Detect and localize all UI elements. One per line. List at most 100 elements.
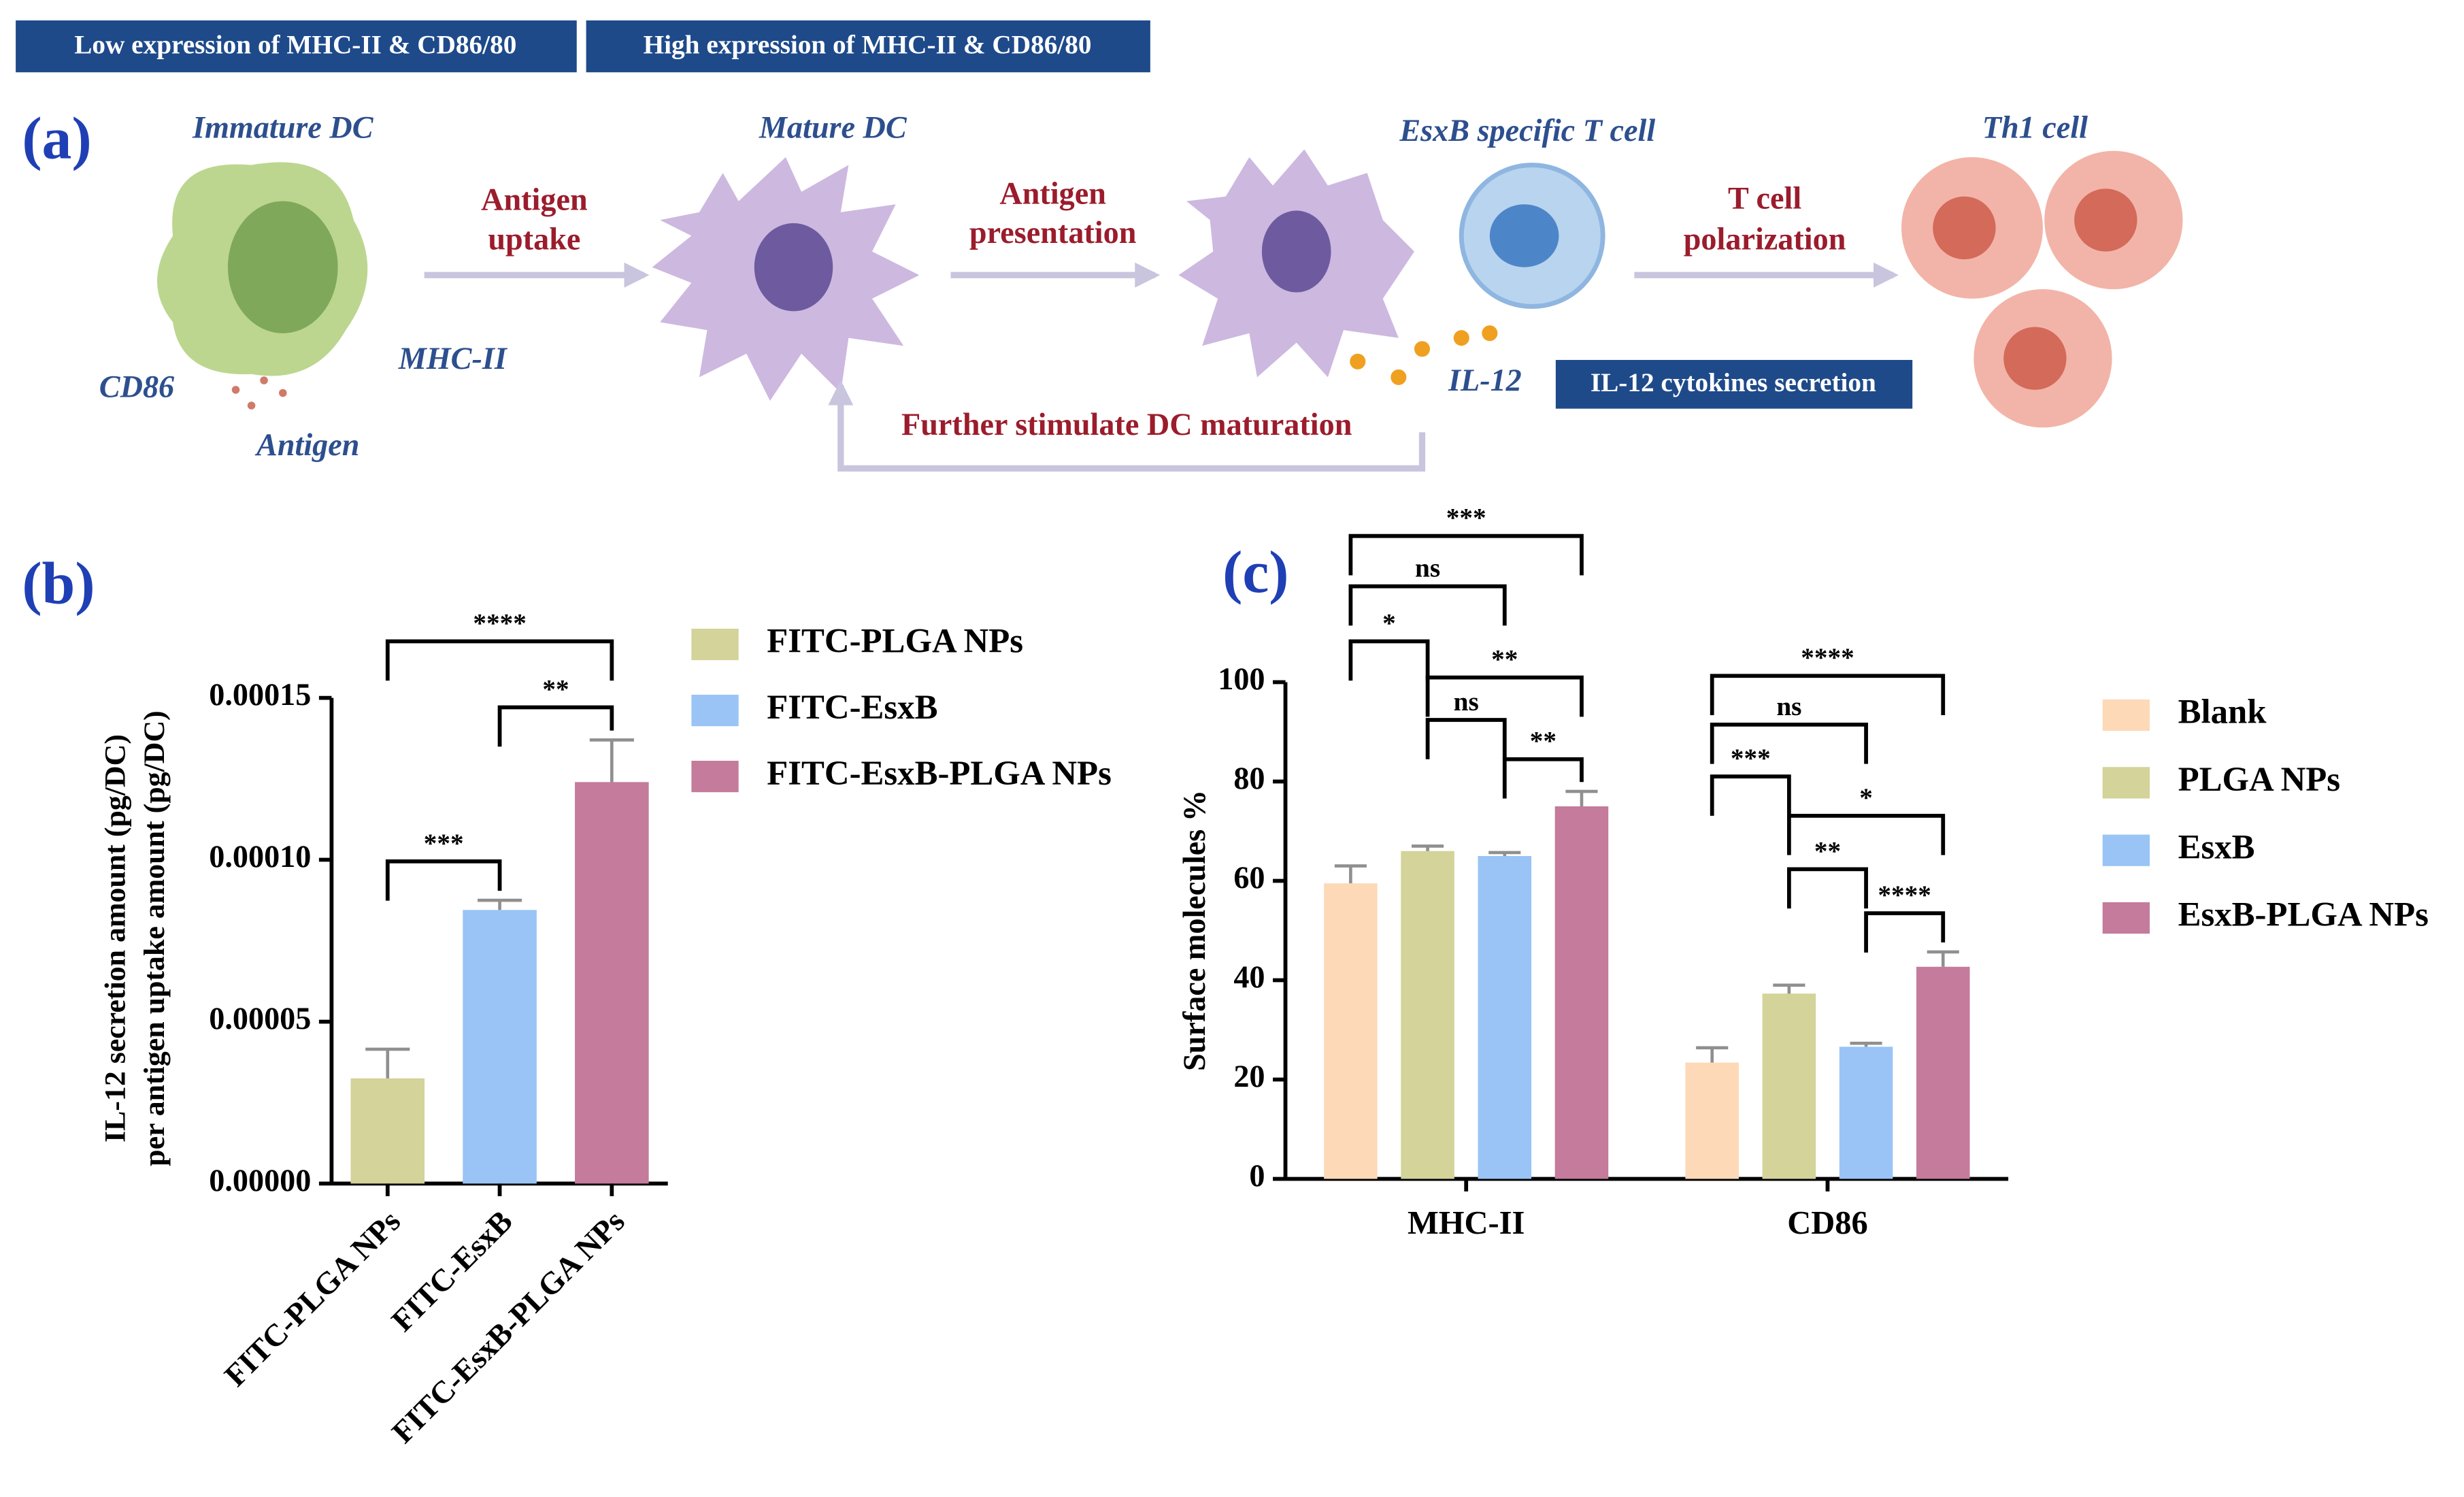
panel-letter: (b)	[22, 550, 95, 616]
significance-label: ****	[1878, 881, 1931, 910]
bar	[350, 1078, 425, 1184]
step-label: T cell	[1728, 180, 1801, 215]
significance-bracket	[1348, 639, 1430, 681]
error-bar	[1927, 950, 1959, 967]
il12-dot	[1391, 369, 1407, 385]
y-tick-label: 0.00015	[209, 677, 311, 712]
significance-label: ***	[424, 829, 464, 858]
y-tick-label: 40	[1233, 959, 1265, 994]
bar	[1324, 883, 1378, 1179]
error-bar	[1696, 1046, 1729, 1063]
legend-swatch	[691, 694, 739, 727]
significance-bracket	[1425, 718, 1507, 759]
error-bar	[589, 738, 634, 783]
significance-bracket	[385, 639, 614, 681]
y-tick-label: 60	[1233, 860, 1265, 895]
x-tick-label: FITC-EsxB-PLGA NPs	[385, 1204, 631, 1450]
significance-bracket	[1786, 813, 1946, 855]
error-bar	[1565, 789, 1598, 807]
il12-dot	[1350, 353, 1366, 369]
error-bar	[365, 1047, 410, 1079]
antigen-dot	[260, 376, 268, 384]
legend-swatch	[691, 761, 739, 793]
significance-label: **	[1530, 727, 1556, 756]
significance-label: **	[542, 674, 569, 704]
nucleus	[1261, 210, 1331, 293]
presenting-dc	[1178, 149, 1605, 385]
nucleus	[2074, 188, 2137, 252]
y-tick-label: 0	[1249, 1158, 1265, 1193]
step-label: uptake	[488, 221, 580, 256]
header-text: Low expression of MHC-II & CD86/80	[74, 30, 516, 59]
cell-label: Mature DC	[759, 110, 908, 144]
legend-label: EsxB-PLGA NPs	[2178, 895, 2429, 934]
legend-swatch	[691, 628, 739, 661]
cell-label: EsxB specific T cell	[1399, 113, 1655, 148]
significance-bracket	[1502, 757, 1584, 799]
significance-label: ns	[1454, 687, 1479, 717]
y-axis-title: Surface molecules %	[1177, 790, 1212, 1071]
secretion-text: IL-12 cytokines secretion	[1591, 368, 1876, 397]
antigen-dot	[247, 401, 256, 410]
antigen-dot	[231, 386, 240, 394]
significance-bracket	[497, 705, 614, 747]
significance-bracket	[1710, 674, 1946, 716]
error-bar	[1850, 1041, 1882, 1047]
significance-bracket	[1786, 867, 1868, 909]
error-bar	[1334, 864, 1367, 884]
panel-letter: (a)	[22, 105, 91, 171]
step-label: Antigen	[481, 182, 588, 217]
step-label: Antigen	[999, 176, 1106, 210]
significance-label: ****	[1801, 643, 1854, 672]
legend-label: EsxB	[2178, 827, 2255, 866]
header-box	[586, 20, 1150, 73]
bar	[1554, 806, 1609, 1179]
x-tick-label: CD86	[1787, 1205, 1868, 1241]
legend-label: FITC-PLGA NPs	[767, 622, 1023, 660]
nucleus	[1933, 196, 1996, 260]
bar	[1401, 851, 1454, 1179]
il12-dot	[1414, 341, 1431, 357]
significance-label: ***	[1446, 504, 1486, 533]
significance-bracket	[1348, 584, 1507, 626]
significance-label: ***	[1731, 744, 1771, 773]
marker-label: CD86	[99, 369, 175, 404]
bar	[1916, 966, 1970, 1179]
legend-swatch	[2102, 767, 2150, 799]
y-tick-label: 100	[1218, 661, 1265, 696]
step-label: presentation	[969, 215, 1136, 250]
y-axis-title: per antigen uptake amount (pg/DC)	[138, 710, 171, 1166]
error-bar	[1488, 851, 1521, 857]
y-tick-label: 0.00000	[209, 1163, 311, 1198]
marker-label: IL-12	[1448, 363, 1522, 397]
y-tick-label: 0.00010	[209, 839, 311, 874]
significance-bracket	[1710, 723, 1868, 764]
legend-swatch	[2102, 902, 2150, 934]
il12-dot	[1482, 325, 1498, 342]
step-label: polarization	[1684, 221, 1846, 256]
significance-bracket	[1348, 533, 1584, 576]
immature-dc	[156, 162, 368, 410]
legend-label: FITC-EsxB-PLGA NPs	[767, 754, 1112, 792]
feedback-label: Further stimulate DC maturation	[901, 407, 1352, 442]
significance-bracket	[385, 859, 502, 901]
error-bar	[1773, 983, 1805, 994]
bar	[1478, 856, 1532, 1179]
legend-label: PLGA NPs	[2178, 760, 2340, 798]
th1-cells	[1901, 150, 2183, 428]
bar	[575, 782, 649, 1184]
significance-bracket	[1425, 675, 1584, 717]
significance-label: ns	[1415, 554, 1440, 583]
legend-label: FITC-EsxB	[767, 688, 937, 726]
nucleus	[227, 201, 338, 333]
x-tick-label: MHC-II	[1408, 1205, 1525, 1241]
significance-label: **	[1491, 645, 1518, 674]
y-tick-label: 0.00005	[209, 1001, 311, 1036]
x-tick-label: FITC-PLGA NPs	[218, 1204, 407, 1393]
header-box	[16, 20, 577, 73]
secretion-box	[1555, 359, 1913, 409]
nucleus	[754, 223, 833, 312]
header-text: High expression of MHC-II & CD86/80	[644, 30, 1092, 59]
